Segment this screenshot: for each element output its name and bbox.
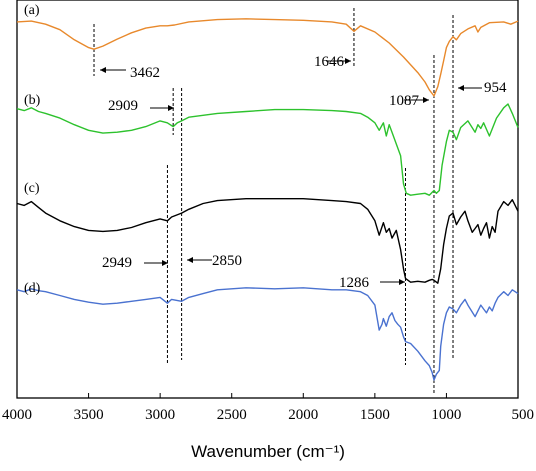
panel-label-b: (b) [24, 93, 41, 108]
arrowhead-3462 [100, 67, 106, 73]
arrowhead-1646 [345, 58, 351, 64]
annotation-2909: 2909 [108, 98, 138, 114]
x-axis-title: Wavenumber (cm⁻¹) [191, 442, 345, 461]
annotation-1646: 1646 [314, 54, 345, 70]
annotation-3462: 3462 [130, 65, 160, 81]
arrowhead-1087 [423, 97, 429, 103]
x-tick-label: 1000 [431, 407, 461, 423]
panel-label-c: (c) [24, 181, 40, 196]
annotation-2949: 2949 [102, 255, 132, 271]
arrowhead-1286 [399, 279, 405, 285]
x-tick-label: 1500 [360, 407, 390, 423]
x-tick-label: 3500 [74, 407, 104, 423]
spectrum-c [16, 198, 519, 284]
arrowhead-2949 [162, 260, 168, 266]
annotations: 3462 1646 1087 954 2909 2850 2949 1286 [100, 54, 507, 291]
annotation-954: 954 [484, 80, 507, 96]
arrowhead-2850 [187, 257, 193, 263]
annotation-1286: 1286 [339, 275, 370, 291]
annotation-2850: 2850 [212, 253, 242, 269]
spectrum-b [16, 103, 519, 196]
arrowhead-954 [458, 85, 464, 91]
x-tick-label: 500 [512, 407, 535, 423]
panel-labels: (a) (b) (c) (d) [24, 3, 41, 296]
x-tick-label: 2500 [217, 407, 247, 423]
panel-label-a: (a) [24, 3, 40, 18]
annotation-1087: 1087 [389, 93, 420, 109]
plot-frame [16, 0, 519, 399]
reference-lines [93, 8, 454, 395]
x-tick-label: 3000 [145, 407, 175, 423]
x-tick-label: 2000 [288, 407, 318, 423]
arrowhead-2909 [168, 105, 174, 111]
spectrum-a [16, 18, 519, 97]
x-axis-ticks: 4000 3500 3000 2500 2000 1500 1000 500 [2, 393, 534, 423]
panel-label-d: (d) [24, 281, 41, 296]
spectrum-d [16, 287, 519, 381]
x-tick-label: 4000 [2, 407, 32, 423]
spectra [16, 18, 519, 381]
